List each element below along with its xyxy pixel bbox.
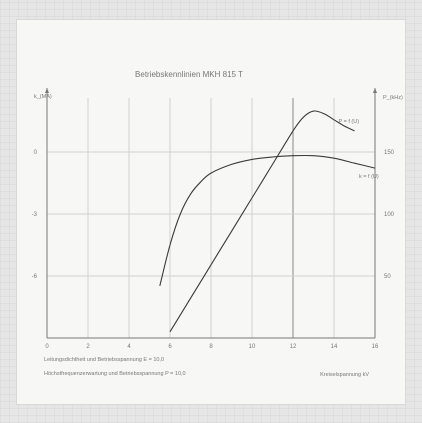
right-y-tick-label: 100 (384, 212, 395, 218)
grid (45, 88, 377, 339)
x-tick-label: 6 (168, 344, 172, 350)
left-y-tick-label: -6 (32, 274, 38, 280)
right-y-tick-label: 150 (384, 150, 395, 156)
note-line-2: Höchstfrequenzerwartung und Betriebsspan… (44, 371, 186, 377)
operating-curves-chart: Betriebskennlinien MKH 815 T k_(MA) P_(k… (32, 70, 403, 378)
x-axis-label: Kreiselspannung kV (320, 372, 369, 378)
x-tick-label: 10 (249, 344, 256, 350)
x-tick-label: 2 (86, 344, 90, 350)
x-tick-label: 4 (127, 344, 131, 350)
note-line-1: Leitungsdichtheit und Betriebsspannung E… (44, 357, 164, 363)
left-axis-label: k_(MA) (34, 94, 52, 100)
curves (159, 110, 376, 333)
x-tick-label: 8 (209, 344, 213, 350)
chart-text: Betriebskennlinien MKH 815 T k_(MA) P_(k… (32, 70, 403, 378)
series-label-p: P = f (U) (339, 119, 360, 125)
chart-sheet: Betriebskennlinien MKH 815 T k_(MA) P_(k… (17, 20, 405, 404)
right-axis-label: P_(kHz) (383, 95, 403, 101)
right-y-tick-label: 50 (384, 274, 391, 280)
x-tick-label: 12 (290, 344, 297, 350)
series-line-p (169, 110, 355, 333)
x-tick-label: 14 (331, 344, 338, 350)
x-tick-label: 16 (372, 344, 379, 350)
chart-title: Betriebskennlinien MKH 815 T (135, 70, 243, 79)
left-y-tick-label: -3 (32, 212, 38, 218)
series-label-k: k = f (U) (359, 174, 379, 180)
left-y-tick-label: 0 (34, 150, 38, 156)
x-tick-label: 0 (45, 344, 49, 350)
series-line-k (159, 154, 376, 287)
